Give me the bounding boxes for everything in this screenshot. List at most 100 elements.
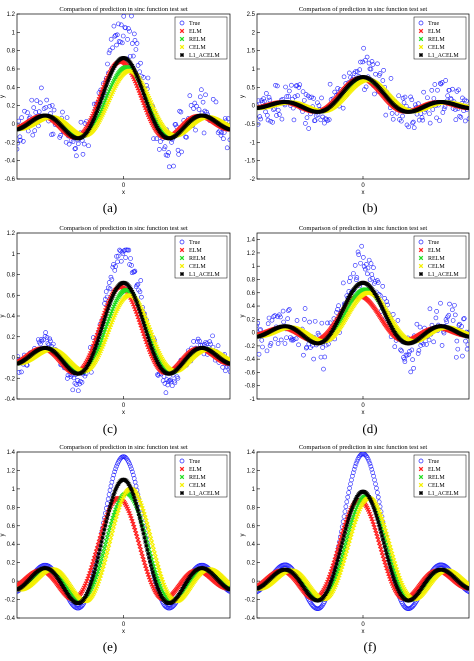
data-point: [146, 335, 151, 340]
plot-area: [17, 454, 230, 611]
data-point: [143, 96, 148, 101]
data-point: [162, 144, 168, 149]
data-point: [278, 337, 284, 343]
x-tick-label: 0: [122, 403, 126, 409]
data-point: [420, 117, 425, 123]
data-point: [389, 324, 394, 329]
data-point: [262, 99, 267, 104]
data-point: [113, 264, 118, 269]
data-point: [434, 115, 439, 121]
data-point: [100, 93, 105, 98]
data-point: [377, 299, 382, 304]
data-point: [427, 111, 432, 117]
data-point: [337, 315, 342, 320]
legend-label: RELM: [189, 37, 206, 43]
data-point: [334, 320, 339, 326]
data-point: [112, 289, 117, 294]
data-point: [172, 380, 178, 386]
data-point: [355, 249, 361, 255]
y-axis-label: y: [240, 95, 246, 98]
data-point: [132, 293, 137, 298]
data-point: [139, 314, 144, 319]
data-point: [105, 80, 110, 85]
data-point: [131, 269, 137, 275]
data-point: [120, 251, 126, 257]
data-point: [130, 53, 136, 59]
chart-panel-a: -0.6-0.4-0.200.20.40.60.811.20xyComparis…: [0, 6, 231, 215]
data-point: [402, 94, 408, 100]
data-point: [101, 320, 106, 325]
data-point: [138, 278, 144, 283]
data-point: [225, 116, 230, 121]
data-point: [81, 141, 87, 147]
y-tick-label: 2.5: [247, 12, 256, 18]
data-point: [184, 134, 189, 140]
data-point: [132, 38, 138, 43]
data-point: [411, 119, 416, 125]
data-point: [431, 339, 436, 345]
data-point: [112, 469, 117, 475]
data-point: [97, 101, 102, 106]
data-point: [94, 341, 100, 346]
data-point: [345, 297, 350, 302]
data-point: [464, 346, 469, 352]
data-point: [402, 356, 407, 362]
legend-label: True: [189, 240, 200, 246]
data-point: [188, 103, 194, 108]
x-tick-label: 0: [122, 622, 126, 628]
series-l1-acelm: [17, 55, 230, 141]
data-point: [147, 338, 152, 343]
data-point: [123, 255, 128, 260]
data-point: [382, 295, 387, 301]
y-tick-label: 0.2: [7, 335, 16, 341]
y-tick-label: 1: [252, 264, 256, 270]
data-point: [158, 139, 163, 144]
data-point: [312, 118, 318, 123]
data-point: [275, 83, 280, 89]
data-point: [210, 333, 215, 339]
data-point: [93, 346, 98, 351]
data-point: [103, 314, 108, 319]
data-point: [267, 343, 273, 348]
data-point: [410, 120, 415, 126]
legend-label: CELM: [428, 264, 445, 270]
data-point: [112, 33, 118, 39]
data-point: [339, 311, 344, 316]
data-point: [151, 136, 156, 142]
data-point: [331, 326, 336, 331]
data-point: [383, 112, 389, 118]
legend-marker: [179, 52, 185, 58]
data-point: [341, 307, 346, 312]
data-point: [257, 98, 261, 104]
y-tick-label: 0.4: [247, 304, 256, 310]
data-point: [130, 469, 135, 475]
y-tick-label: 0.6: [7, 293, 16, 299]
data-point: [143, 326, 148, 331]
data-point: [435, 87, 440, 93]
data-point: [463, 338, 468, 344]
y-tick-label: 0.8: [7, 273, 16, 279]
chart-title: Comparison of prediction in sinc functio…: [59, 225, 188, 232]
data-point: [433, 315, 439, 321]
data-point: [446, 312, 452, 318]
data-point: [448, 96, 453, 101]
data-point: [367, 277, 373, 283]
legend-marker: [179, 28, 185, 34]
data-point: [273, 336, 278, 342]
data-point: [136, 306, 141, 311]
data-point: [465, 342, 469, 348]
data-point: [364, 54, 370, 60]
data-point: [106, 50, 112, 56]
series-l1-acelm: [17, 280, 230, 376]
data-point: [50, 131, 56, 137]
data-point: [111, 472, 117, 478]
data-point: [108, 274, 114, 280]
data-point: [462, 118, 468, 124]
y-tick-label: 1.2: [7, 231, 16, 237]
data-point: [136, 78, 141, 83]
data-point: [196, 107, 202, 112]
data-point: [311, 356, 316, 362]
